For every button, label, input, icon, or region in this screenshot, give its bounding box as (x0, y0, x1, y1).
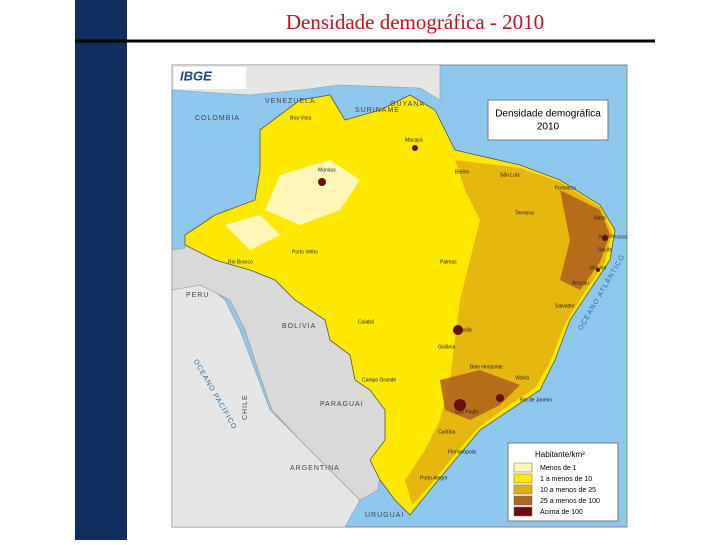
city-label: Salvador (555, 303, 575, 309)
city-label: Campo Grande (362, 377, 396, 383)
city-label: Rio Branco (228, 259, 253, 265)
country-label: URUGUAI (365, 512, 404, 519)
city-label: Porto Velho (292, 249, 318, 255)
city-label: Macapá (405, 137, 423, 143)
sparse-area (225, 160, 360, 250)
country-label: ARGENTINA (290, 465, 340, 472)
legend-swatch (513, 484, 533, 495)
legend-label: Acima de 100 (540, 509, 583, 516)
city-label: Curitiba (438, 429, 455, 435)
legend: Habitante/km² Menos de 1 1 a menos de 10 1… (507, 442, 619, 522)
city-label: Recife (598, 247, 612, 253)
legend-swatch (513, 462, 533, 473)
city-label: João Pessoa (598, 234, 627, 240)
city-labels: Boa Vista Macapá Manaus Belém São Luís Fortal… (228, 115, 627, 481)
legend-label: 1 a menos de 10 (540, 476, 592, 483)
map: IBGE Densidade demográfica 2010 Habitant… (171, 64, 628, 528)
country-label: COLOMBIA (195, 115, 240, 122)
city-label: Goiânia (438, 344, 455, 350)
city-label: Maceió (590, 265, 606, 271)
legend-title: Habitante/km² (535, 450, 585, 459)
denser-area (440, 190, 610, 420)
city-label: Cuiabá (358, 319, 374, 325)
side-bar (75, 0, 127, 540)
dense-area (405, 160, 612, 505)
city-label: São Paulo (455, 409, 478, 415)
city-label: Manaus (318, 167, 336, 173)
map-title: Densidade demográfica (495, 109, 601, 120)
city-label: Teresina (515, 210, 534, 216)
city-label: Fortaleza (555, 185, 576, 191)
metro-areas (318, 145, 608, 411)
country-label: SURINAME (355, 107, 400, 114)
logo-box (174, 67, 246, 89)
map-title: 2010 (537, 122, 560, 133)
city-label: Florianópolis (448, 449, 477, 455)
legend-swatch (513, 495, 533, 506)
legend-swatch (513, 506, 533, 517)
legend-label: Menos de 1 (540, 465, 577, 472)
city-label: Palmas (440, 259, 457, 265)
logo: IBGE (180, 68, 212, 83)
country-label: GUYANA (390, 101, 425, 108)
legend-swatch (513, 473, 533, 484)
country-label: BOLIVIA (282, 323, 316, 330)
legend-label: 25 a menos de 100 (540, 498, 600, 505)
city-label: Vitória (515, 375, 529, 381)
city-label: Brasília (455, 327, 472, 333)
map-title-box (487, 99, 609, 141)
country-label: VENEZUELA (265, 98, 316, 105)
slide-title: Densidade demográfica - 2010 (286, 10, 544, 34)
city-label: Aracaju (572, 280, 589, 286)
city-label: Rio de Janeiro (520, 397, 552, 403)
city-label: São Luís (500, 172, 520, 178)
city-label: Natal (594, 215, 606, 221)
city-label: Belo Horizonte (470, 364, 503, 370)
country-label: CHILE (242, 394, 249, 420)
city-label: Porto Alegre (420, 475, 448, 481)
city-label: Belém (455, 169, 469, 175)
country-label: PARAGUAI (320, 401, 364, 408)
city-label: Boa Vista (290, 115, 312, 121)
legend-label: 10 a menos de 25 (540, 487, 596, 494)
country-label: PERU (186, 292, 209, 299)
